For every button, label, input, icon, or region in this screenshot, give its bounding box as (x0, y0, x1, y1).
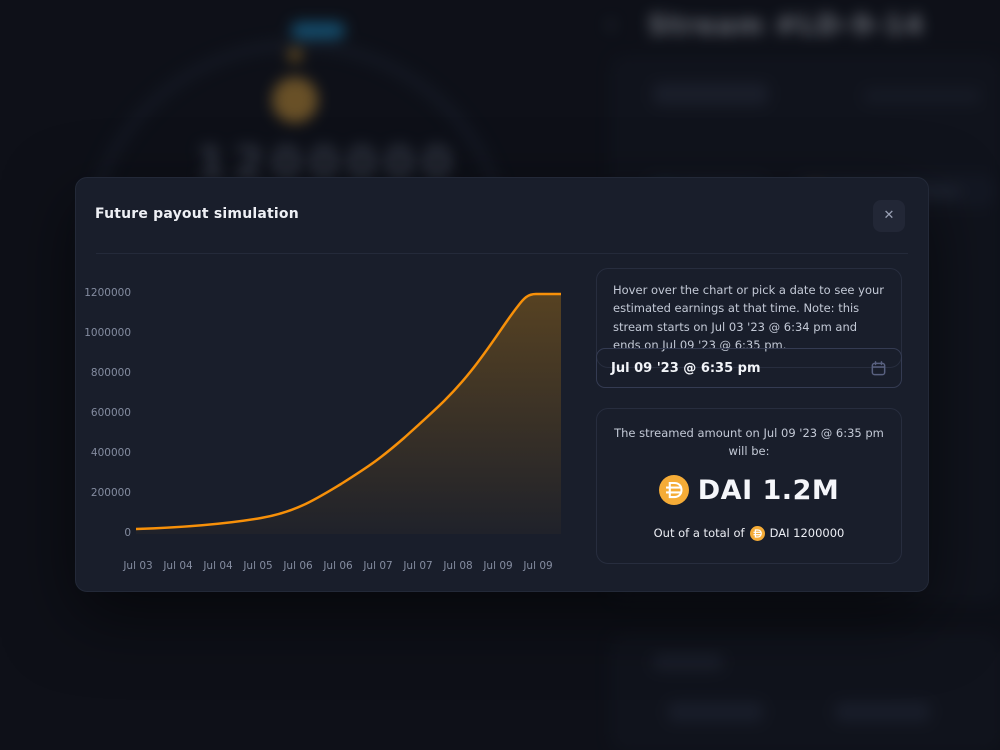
x-tick-label: Jul 04 (203, 560, 233, 572)
x-tick-label: Jul 03 (123, 560, 153, 572)
x-tick-label: Jul 05 (243, 560, 273, 572)
x-tick-label: Jul 09 (523, 560, 553, 572)
close-icon: ✕ (883, 208, 895, 223)
y-tick-label: 1000000 (84, 327, 131, 339)
x-tick-label: Jul 09 (483, 560, 513, 572)
x-tick-label: Jul 07 (363, 560, 393, 572)
x-tick-label: Jul 06 (283, 560, 313, 572)
date-picker-value: Jul 09 '23 @ 6:35 pm (611, 360, 761, 376)
streamed-amount-caption: The streamed amount on Jul 09 '23 @ 6:35… (614, 426, 884, 458)
x-tick-label: Jul 08 (443, 560, 473, 572)
y-tick-label: 0 (124, 527, 131, 539)
dai-token-icon (658, 475, 689, 506)
streamed-amount-row: DAI 1.2M (611, 475, 887, 506)
calendar-icon[interactable] (870, 360, 887, 377)
y-tick-label: 400000 (90, 447, 131, 459)
hover-hint-text: Hover over the chart or pick a date to s… (613, 283, 885, 353)
total-value: DAI 1200000 (769, 526, 845, 541)
close-button[interactable]: ✕ (873, 200, 905, 232)
date-picker-input[interactable]: Jul 09 '23 @ 6:35 pm (596, 348, 902, 388)
chart-line (136, 292, 561, 531)
streamed-amount-box: The streamed amount on Jul 09 '23 @ 6:35… (596, 408, 902, 564)
y-tick-label: 600000 (90, 407, 131, 419)
divider (96, 253, 908, 254)
future-payout-simulation-modal: Future payout simulation ✕ 1200000 10000… (75, 177, 929, 592)
x-tick-label: Jul 04 (163, 560, 193, 572)
payout-area-chart[interactable] (136, 286, 561, 534)
x-tick-label: Jul 06 (323, 560, 353, 572)
dai-token-icon-small (749, 525, 765, 541)
x-tick-label: Jul 07 (403, 560, 433, 572)
streamed-amount-value: DAI 1.2M (697, 474, 840, 506)
total-prefix: Out of a total of (653, 526, 745, 541)
y-tick-label: 200000 (90, 487, 131, 499)
y-tick-label: 1200000 (84, 287, 131, 299)
y-tick-label: 800000 (90, 367, 131, 379)
total-row: Out of a total of DAI 1200000 (611, 525, 887, 541)
chart-area-fill (136, 294, 561, 534)
modal-title: Future payout simulation (95, 206, 299, 222)
